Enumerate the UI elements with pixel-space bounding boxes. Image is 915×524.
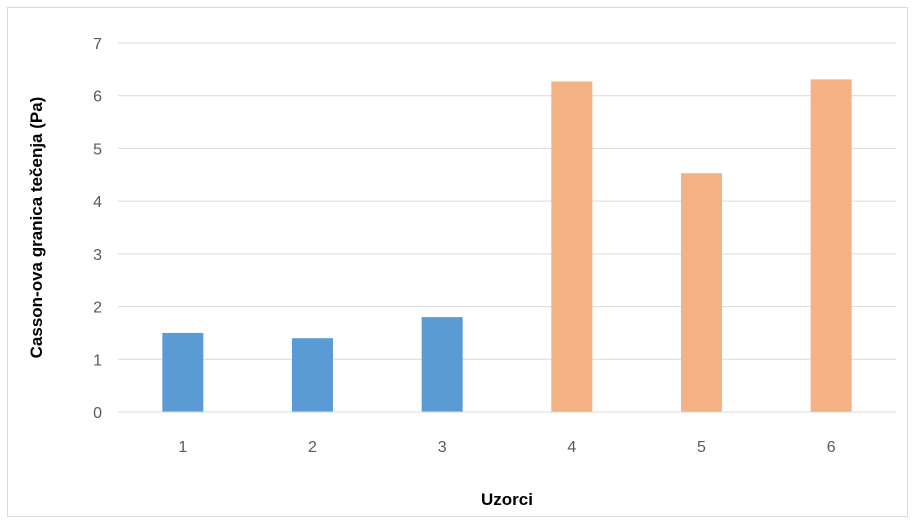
y-tick-label: 6: [93, 89, 102, 106]
y-tick-label: 2: [93, 300, 102, 317]
x-tick-label: 5: [697, 439, 706, 456]
bar-4: [551, 81, 592, 412]
y-tick-label: 0: [93, 405, 102, 422]
y-tick-label: 5: [93, 141, 102, 158]
x-tick-label: 4: [567, 439, 576, 456]
y-tick-label: 1: [93, 352, 102, 369]
x-axis-ticks: 1 2 3 4 5 6: [178, 439, 835, 456]
y-tick-label: 7: [93, 36, 102, 53]
bar-1: [162, 333, 203, 412]
y-axis-title: Casson-ova granica tečenja (Pa): [27, 97, 46, 359]
gridlines: [118, 43, 896, 359]
x-axis-title: Uzorci: [481, 490, 533, 509]
bar-5: [681, 173, 722, 412]
bar-2: [292, 338, 333, 412]
x-tick-label: 6: [827, 439, 836, 456]
bars: [162, 79, 851, 412]
y-tick-label: 3: [93, 247, 102, 264]
y-axis-ticks: 0 1 2 3 4 5 6 7: [93, 36, 102, 422]
bar-6: [811, 79, 852, 412]
bar-3: [422, 317, 463, 412]
y-tick-label: 4: [93, 194, 102, 211]
x-tick-label: 3: [438, 439, 447, 456]
x-tick-label: 2: [308, 439, 317, 456]
x-tick-label: 1: [178, 439, 187, 456]
